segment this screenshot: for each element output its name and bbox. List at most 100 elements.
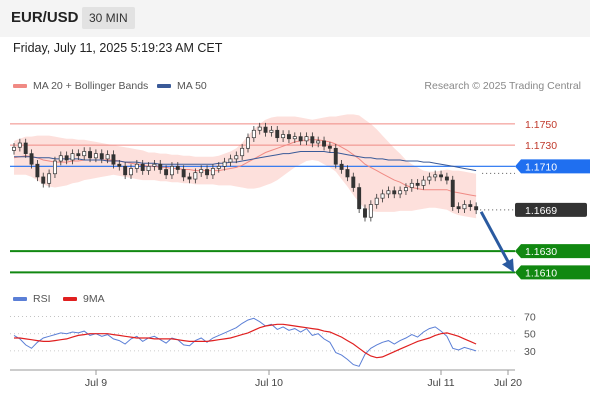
candle-body (474, 206, 479, 211)
candle-body (205, 169, 210, 176)
candle-body (12, 146, 16, 151)
candle-body (82, 151, 87, 157)
rsi-line (13, 317, 477, 367)
candle-body (52, 160, 57, 175)
rsi-tick-label: 50 (524, 329, 536, 341)
support-label: 1.1630 (525, 246, 557, 258)
levels-layer: 1.1750 1.1730 1.1710 1.1669 1.1630 1.1610 (10, 119, 590, 280)
candles-layer (12, 122, 479, 222)
x-tick-label: Jul 10 (255, 377, 283, 389)
rsi-tick-label: 30 (524, 346, 536, 358)
timeframe-button[interactable]: 30 MIN (82, 7, 135, 29)
candle-body (462, 204, 467, 210)
x-tick-label: Jul 9 (85, 377, 107, 389)
support-tag (515, 244, 590, 259)
candle-body (123, 165, 128, 176)
candle-body (164, 169, 169, 176)
candle-body (345, 169, 350, 178)
current-price-label: 1.1669 (525, 205, 557, 217)
candle-body (228, 158, 233, 163)
currency-pair-title: EUR/USD (11, 9, 79, 26)
moving-averages (13, 139, 477, 197)
x-tick-label: Jul 20 (494, 377, 522, 389)
support-label: 1.1610 (525, 267, 557, 279)
candle-body (251, 129, 256, 139)
candle-body (70, 153, 75, 161)
candle-body (210, 168, 215, 176)
candle-body (304, 136, 309, 142)
support-tag (515, 265, 590, 280)
candle-body (111, 154, 116, 165)
candle-body (415, 182, 420, 186)
forecast-arrow-head (502, 258, 514, 273)
candle-body (23, 142, 28, 154)
candle-body (134, 163, 139, 169)
candle-body (140, 163, 145, 171)
rsi-panel: 70 50 30 (10, 312, 536, 367)
current-price-tag (515, 202, 587, 217)
candle-body (240, 147, 245, 157)
candle-body (327, 145, 332, 149)
candle-body (246, 137, 250, 149)
candle-body (76, 153, 81, 157)
candle-body (403, 187, 408, 192)
ma50-swatch (157, 84, 171, 88)
ma20-swatch (13, 84, 27, 88)
legend-rsi-ma-label: 9MA (83, 293, 105, 305)
candle-body (152, 163, 157, 167)
candle-body (99, 153, 104, 160)
rsi-swatch (13, 297, 27, 301)
rsi-ma-line (14, 323, 477, 359)
candle-body (64, 155, 69, 161)
candle-body (333, 147, 338, 165)
candle-body (216, 165, 221, 169)
candle-body (263, 126, 268, 133)
candle-body (392, 190, 397, 195)
candle-body (439, 174, 444, 178)
candle-body (368, 204, 373, 218)
legend-rsi-label: RSI (33, 293, 51, 305)
candle-body (88, 151, 93, 159)
candle-body (35, 163, 40, 178)
candle-body (421, 179, 426, 186)
candle-body (292, 136, 297, 140)
candle-body (363, 208, 367, 218)
pivot-tag (515, 159, 590, 174)
ma50-line (14, 151, 477, 172)
candle-body (117, 163, 122, 167)
legend-ma50-label: MA 50 (177, 80, 207, 92)
candle-body (41, 176, 46, 184)
resistance-label: 1.1730 (525, 140, 557, 152)
candle-body (374, 197, 379, 205)
candle-body (380, 193, 385, 199)
candle-body (257, 126, 262, 131)
candle-body (398, 190, 403, 195)
forecast-arrow-shaft (479, 211, 511, 265)
legend-ma20-label: MA 20 + Bollinger Bands (33, 80, 149, 92)
candle-body (158, 163, 163, 170)
candle-body (351, 176, 356, 188)
candle-body (193, 172, 198, 180)
candle-body (456, 206, 461, 210)
credit-text: Research © 2025 Trading Central (424, 80, 581, 92)
candle-body (450, 179, 455, 207)
candle-body (169, 165, 174, 176)
candle-body (409, 182, 414, 188)
candle-body (187, 176, 192, 180)
legend-ma50: MA 50 (157, 80, 207, 92)
candle-body (339, 163, 344, 170)
x-tick-label: Jul 11 (427, 377, 454, 389)
candle-body (444, 176, 449, 181)
candle-body (29, 153, 34, 165)
candle-body (316, 140, 321, 144)
candle-body (357, 187, 362, 210)
forecast-layer (479, 211, 514, 273)
rsi-ma-swatch (63, 297, 77, 301)
candle-body (433, 174, 438, 178)
legend-ma20: MA 20 + Bollinger Bands (13, 80, 148, 92)
rsi-tick-label: 70 (524, 312, 536, 324)
candle-body (269, 129, 274, 133)
timestamp: Friday, July 11, 2025 5:19:23 AM CET (13, 41, 223, 55)
candle-body (386, 190, 391, 195)
